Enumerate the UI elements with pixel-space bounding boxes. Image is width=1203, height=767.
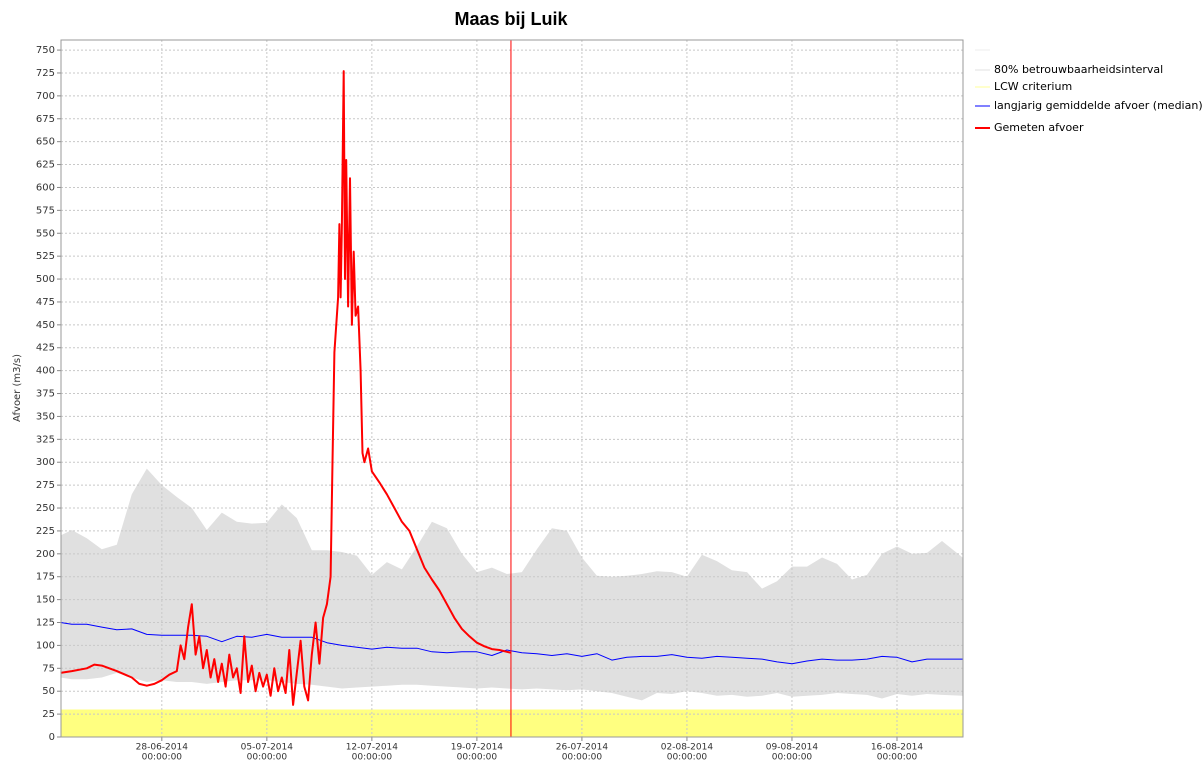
x-tick-label: 09-08-2014: [766, 743, 819, 753]
legend-label: LCW criterium: [994, 80, 1072, 93]
y-tick-label: 125: [36, 618, 55, 629]
confidence-band: [60, 468, 963, 701]
y-tick-label: 225: [36, 526, 55, 537]
y-tick-label: 50: [42, 686, 55, 697]
x-tick-label: 12-07-2014: [346, 743, 399, 753]
y-tick-label: 750: [36, 45, 55, 56]
y-tick-label: 625: [36, 160, 55, 171]
threshold-area: [61, 709, 963, 737]
y-tick-label: 100: [36, 640, 55, 651]
y-tick-label: 200: [36, 549, 55, 560]
y-tick-label: 250: [36, 503, 55, 514]
y-tick-label: 575: [36, 205, 55, 216]
y-axis-label: Afvoer (m3/s): [12, 354, 23, 422]
legend-label: 80% betrouwbaarheidsinterval: [994, 63, 1163, 76]
y-tick-label: 675: [36, 114, 55, 125]
y-tick-label: 650: [36, 137, 55, 148]
legend-label: Gemeten afvoer: [994, 121, 1084, 134]
x-tick-label: 00:00:00: [667, 753, 708, 763]
chart-title: Maas bij Luik: [454, 9, 568, 29]
y-tick-label: 700: [36, 91, 55, 102]
y-tick-label: 500: [36, 274, 55, 285]
plot-frame: [60, 39, 964, 738]
x-tick-label: 26-07-2014: [556, 743, 609, 753]
y-tick-label: 325: [36, 434, 55, 445]
y-tick-label: 350: [36, 411, 55, 422]
y-tick-label: 725: [36, 68, 55, 79]
y-tick-label: 150: [36, 595, 55, 606]
x-tick-label: 00:00:00: [877, 753, 918, 763]
x-tick-label: 00:00:00: [247, 753, 288, 763]
y-tick-label: 400: [36, 366, 55, 377]
x-tick-label: 02-08-2014: [661, 743, 714, 753]
y-tick-label: 425: [36, 343, 55, 354]
y-tick-label: 300: [36, 457, 55, 468]
series-line: [60, 622, 963, 665]
x-tick-label: 00:00:00: [352, 753, 393, 763]
y-tick-label: 550: [36, 228, 55, 239]
x-tick-label: 19-07-2014: [451, 743, 504, 753]
x-tick-label: 00:00:00: [457, 753, 498, 763]
y-tick-label: 0: [49, 732, 55, 743]
y-tick-label: 175: [36, 572, 55, 583]
series-line: [60, 70, 511, 706]
y-tick-label: 475: [36, 297, 55, 308]
legend-label: langjarig gemiddelde afvoer (median): [994, 99, 1203, 112]
x-tick-label: 00:00:00: [142, 753, 183, 763]
y-tick-label: 75: [42, 663, 55, 674]
y-tick-label: 275: [36, 480, 55, 491]
y-tick-label: 525: [36, 251, 55, 262]
y-tick-label: 375: [36, 389, 55, 400]
x-tick-label: 28-06-2014: [136, 743, 189, 753]
x-tick-label: 00:00:00: [772, 753, 813, 763]
y-tick-label: 25: [42, 709, 55, 720]
y-tick-label: 600: [36, 182, 55, 193]
x-tick-label: 05-07-2014: [241, 743, 294, 753]
x-tick-label: 16-08-2014: [871, 743, 924, 753]
x-tick-label: 00:00:00: [562, 753, 603, 763]
y-tick-label: 450: [36, 320, 55, 331]
